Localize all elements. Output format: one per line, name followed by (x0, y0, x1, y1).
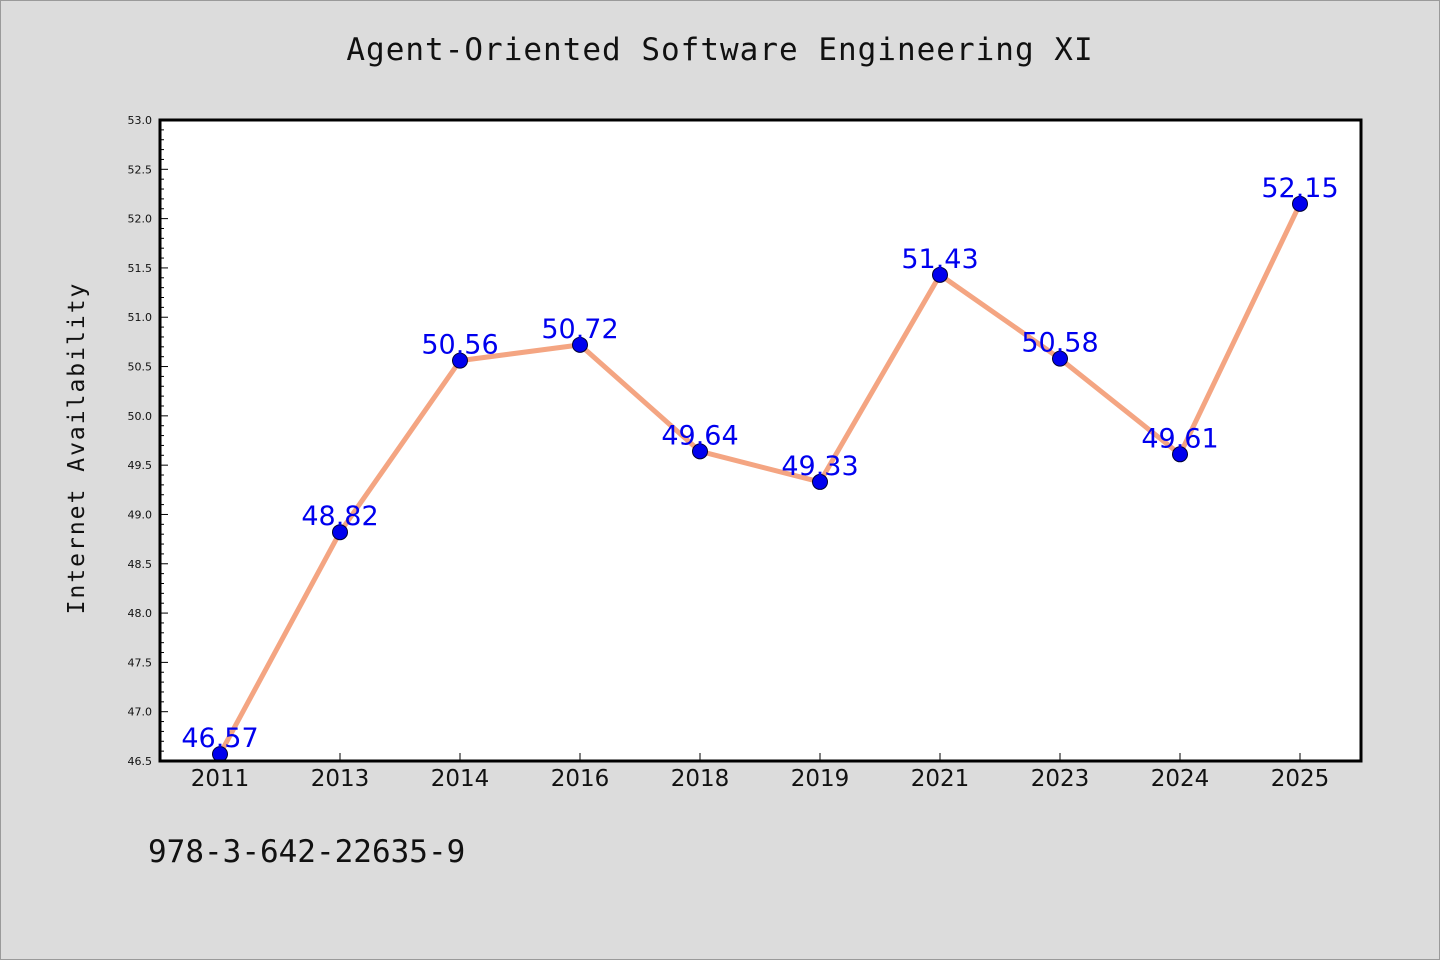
chart-title: Agent-Oriented Software Engineering XI (346, 32, 1094, 68)
data-label: 48.82 (301, 501, 378, 532)
data-label: 52.15 (1261, 173, 1338, 204)
data-point (1052, 350, 1068, 367)
data-label: 49.64 (661, 420, 738, 451)
y-tick-label: 47.5 (128, 656, 153, 669)
data-label: 50.56 (421, 330, 498, 361)
x-tick-label: 2025 (1271, 766, 1330, 792)
data-label: 46.57 (181, 723, 258, 754)
x-tick-label: 2014 (431, 766, 490, 792)
y-tick-label: 52.5 (128, 163, 153, 176)
data-label: 50.72 (541, 314, 618, 345)
x-tick-label: 2016 (551, 766, 610, 792)
data-label: 51.43 (901, 244, 978, 275)
x-tick-label: 2011 (191, 766, 250, 792)
data-point (1172, 446, 1188, 463)
y-tick-label: 51.5 (128, 262, 153, 275)
y-tick-label: 50.5 (128, 361, 153, 374)
y-tick-label: 48.0 (128, 607, 153, 620)
y-tick-label: 50.0 (128, 410, 153, 423)
data-point (932, 266, 948, 283)
y-tick-label: 53.0 (128, 114, 153, 127)
data-point (452, 352, 468, 369)
y-tick-label: 48.5 (128, 558, 153, 571)
x-tick-label: 2013 (311, 766, 370, 792)
x-tick-label: 2023 (1031, 766, 1090, 792)
series-line (217, 201, 1303, 757)
data-point (1292, 195, 1308, 212)
x-tick-label: 2024 (1151, 766, 1210, 792)
data-point (692, 443, 708, 460)
data-label: 49.61 (1141, 423, 1218, 454)
y-tick-label: 51.0 (128, 311, 153, 324)
y-tick-label: 52.0 (128, 213, 153, 226)
data-label: 49.33 (781, 451, 858, 482)
data-point (572, 336, 588, 353)
y-tick-label: 49.0 (128, 508, 153, 521)
x-tick-label: 2019 (791, 766, 850, 792)
y-tick-label: 47.0 (128, 706, 153, 719)
x-tick-label: 2018 (671, 766, 730, 792)
data-point (812, 473, 828, 490)
isbn-footer: 978-3-642-22635-9 (148, 834, 466, 870)
x-tick-label: 2021 (911, 766, 970, 792)
data-label: 50.58 (1021, 328, 1098, 359)
plot-frame (158, 118, 1363, 763)
y-tick-label: 49.5 (128, 459, 153, 472)
data-point (332, 524, 348, 541)
y-tick-label: 46.5 (128, 755, 153, 768)
